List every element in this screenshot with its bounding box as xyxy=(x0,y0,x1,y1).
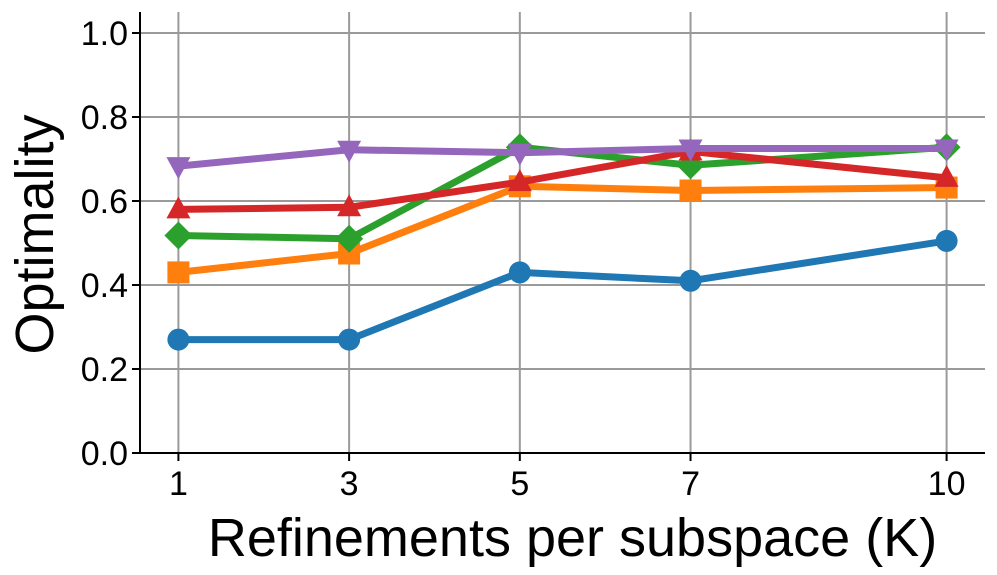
x-tick-label: 1 xyxy=(169,465,188,503)
y-tick-label: 0.2 xyxy=(81,351,128,389)
y-tick-label: 0.0 xyxy=(81,435,128,473)
series-circle xyxy=(167,229,958,351)
y-tick-label: 0.8 xyxy=(81,99,128,137)
series-line xyxy=(178,143,947,243)
series-square xyxy=(167,175,958,284)
data-point-circle xyxy=(338,328,361,351)
series-line xyxy=(178,237,948,344)
data-point-triangle-up xyxy=(507,169,532,192)
data-point-triangle-up xyxy=(337,194,362,217)
data-point-triangle-down xyxy=(166,157,191,180)
tick-labels: 1 3 5 7 10 0.0 0.2 0.4 0.6 0.8 1.0 xyxy=(81,15,966,503)
axes xyxy=(132,12,985,461)
data-point-diamond xyxy=(164,221,193,250)
data-point-square xyxy=(338,242,361,265)
series-triangle-down xyxy=(166,139,959,180)
x-axis-title: Refinements per subspace (K) xyxy=(208,508,937,568)
x-tick-label: 5 xyxy=(510,465,529,503)
data-series xyxy=(164,133,961,351)
data-point-circle xyxy=(935,229,958,252)
data-point-circle xyxy=(679,269,702,292)
data-point-triangle-down xyxy=(337,140,362,163)
data-point-circle xyxy=(508,261,531,284)
x-tick-label: 3 xyxy=(340,465,359,503)
data-point-circle xyxy=(167,328,190,351)
x-tick-label: 10 xyxy=(928,465,966,503)
series-triangle-up xyxy=(166,138,959,219)
grid-lines xyxy=(140,12,985,454)
y-tick-label: 0.6 xyxy=(81,183,128,221)
data-point-square xyxy=(167,261,190,284)
y-axis-title: Optimality xyxy=(5,114,65,354)
y-tick-label: 0.4 xyxy=(81,267,128,305)
y-tick-label: 1.0 xyxy=(81,15,128,53)
data-point-square xyxy=(679,179,702,202)
x-tick-label: 7 xyxy=(681,465,700,503)
data-point-triangle-down xyxy=(934,139,959,162)
data-point-triangle-up xyxy=(934,164,959,187)
data-point-triangle-up xyxy=(166,196,191,219)
data-point-triangle-down xyxy=(507,143,532,166)
data-point-diamond xyxy=(335,224,364,253)
data-point-triangle-down xyxy=(678,139,703,162)
